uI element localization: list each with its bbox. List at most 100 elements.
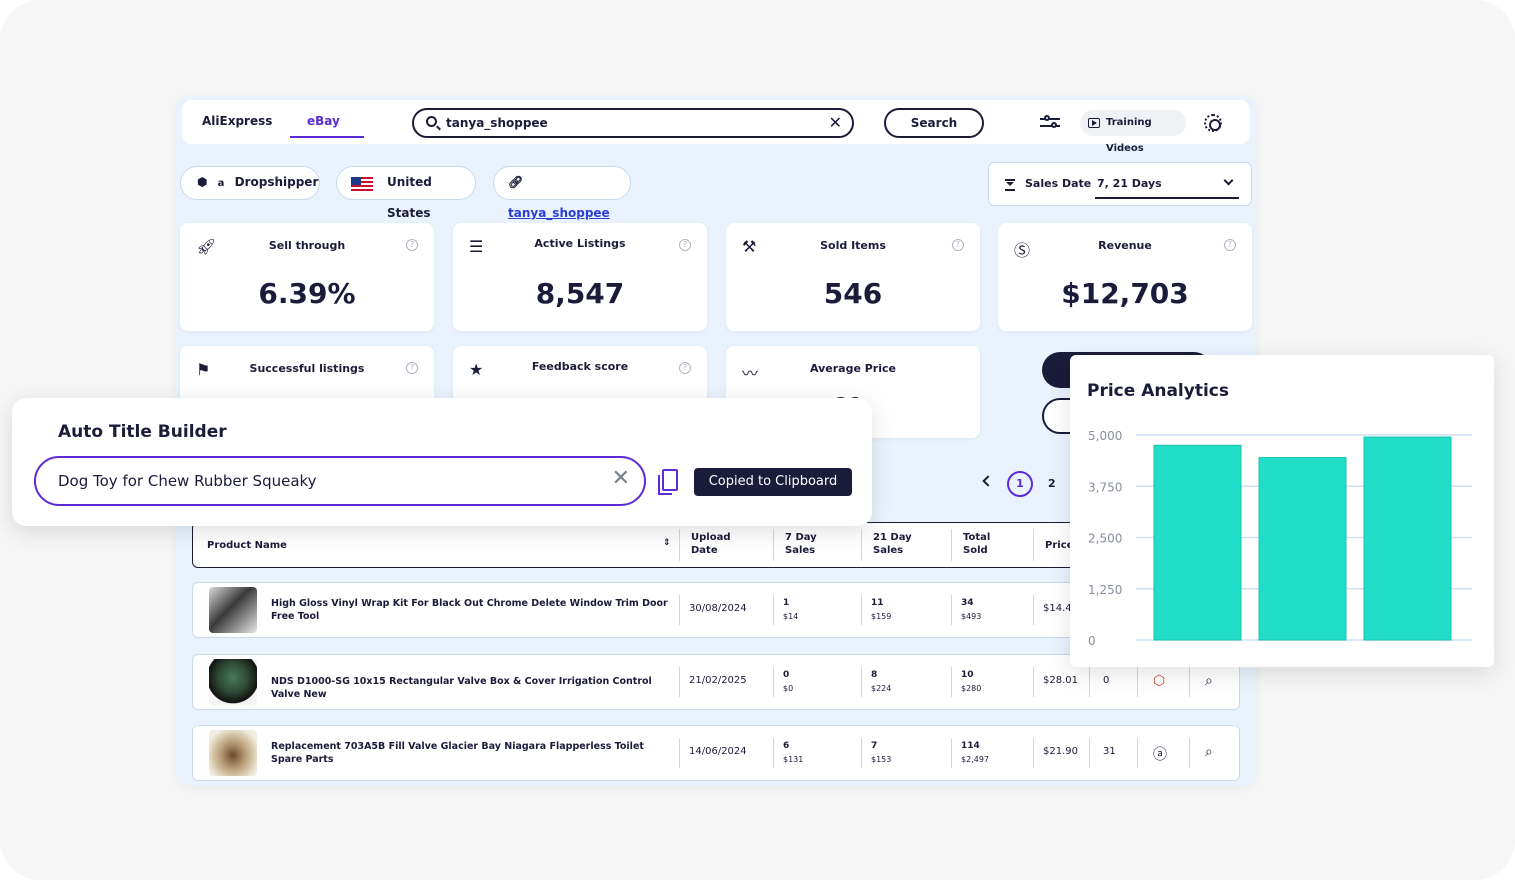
- sales-date-value: 7, 21 Days: [1097, 177, 1162, 190]
- stat-title: Revenue: [1098, 239, 1152, 252]
- sales-date-select[interactable]: Sales Date 7, 21 Days: [988, 162, 1252, 206]
- auto-title-value: Dog Toy for Chew Rubber Squeaky: [58, 472, 317, 490]
- header-7-day-sales[interactable]: 7 Day Sales: [785, 531, 817, 557]
- sales-7-day-revenue: $0: [783, 684, 794, 693]
- bar-1[interactable]: [1153, 444, 1242, 641]
- column-divider: [1033, 529, 1034, 561]
- total-sold: 34 $493: [961, 597, 981, 623]
- column-divider: [861, 738, 862, 768]
- help-icon[interactable]: ?: [952, 239, 964, 251]
- tab-aliexpress[interactable]: AliExpress: [202, 114, 273, 128]
- active-tab-indicator: [290, 136, 364, 138]
- header-line-1: 21 Day: [873, 532, 912, 543]
- amazon-box-icon[interactable]: ⓐ: [1153, 747, 1167, 763]
- help-icon[interactable]: ?: [679, 239, 691, 251]
- header-line-2: Sales: [873, 545, 904, 556]
- auto-title-builder-panel: Auto Title Builder Dog Toy for Chew Rubb…: [12, 398, 872, 526]
- filter-sliders-icon[interactable]: [1040, 115, 1060, 130]
- help-icon[interactable]: ?: [406, 362, 418, 374]
- help-icon[interactable]: ?: [406, 239, 418, 251]
- sales-21-day-revenue: $159: [871, 612, 892, 621]
- sort-icon[interactable]: ⇕: [663, 538, 671, 548]
- store-link-chip[interactable]: 🔗︎ tanya_shoppee: [493, 166, 631, 220]
- country-chip[interactable]: United States: [336, 166, 476, 220]
- help-icon[interactable]: ?: [1224, 239, 1236, 251]
- table-row[interactable]: NDS D1000-SG 10x15 Rectangular Valve Box…: [192, 654, 1240, 710]
- page-1-button[interactable]: 1: [1007, 471, 1033, 497]
- column-divider: [773, 595, 774, 625]
- sales-21-day-revenue: $224: [871, 684, 892, 693]
- chevron-left-icon[interactable]: [982, 475, 994, 487]
- sales-21-day: 11 $159: [871, 597, 891, 623]
- header-line-1: 7 Day: [785, 532, 817, 543]
- sales-21-day: 7 $153: [871, 740, 891, 766]
- sales-7-day: 1 $14: [783, 597, 798, 623]
- page-2-button[interactable]: 2: [1048, 477, 1056, 490]
- stat-title: Active Listings: [534, 237, 626, 250]
- product-thumbnail: [209, 587, 257, 633]
- training-videos-button[interactable]: Training Videos: [1080, 110, 1186, 154]
- store-link[interactable]: tanya_shoppee: [508, 206, 610, 220]
- header-product-name[interactable]: Product Name: [207, 540, 287, 551]
- column-divider: [679, 529, 680, 561]
- upload-date: 21/02/2025: [689, 675, 747, 686]
- clear-title-icon[interactable]: ✕: [611, 466, 630, 491]
- header-line-1: Total: [963, 532, 991, 543]
- top-bar: AliExpress eBay tanya_shoppee ✕ Search T…: [182, 100, 1250, 154]
- header-line-2: Sales: [785, 545, 816, 556]
- box-icon[interactable]: ⬡: [1153, 673, 1166, 689]
- price-analytics-title: Price Analytics: [1087, 381, 1229, 401]
- column-divider: [861, 667, 862, 697]
- sales-7-day-revenue: $14: [783, 612, 799, 621]
- sales-21-day-count: 7: [871, 741, 878, 751]
- total-sold-revenue: $280: [961, 684, 982, 693]
- auto-title-builder-title: Auto Title Builder: [58, 422, 227, 442]
- zoom-search-icon[interactable]: ⌕: [1205, 744, 1213, 760]
- header-upload-date[interactable]: Upload Date: [691, 531, 730, 557]
- row-count: 0: [1103, 675, 1110, 686]
- column-divider: [1089, 738, 1090, 768]
- country-label: United States: [387, 175, 432, 220]
- product-name[interactable]: High Gloss Vinyl Wrap Kit For Black Out …: [271, 598, 668, 622]
- column-divider: [679, 738, 680, 768]
- header-total-sold[interactable]: Total Sold: [963, 531, 990, 557]
- dropshipper-chip[interactable]: ⬢ a Dropshipper: [180, 166, 320, 200]
- flag-icon: ⚑: [196, 360, 211, 379]
- column-divider: [1137, 667, 1138, 697]
- table-row[interactable]: Replacement 703A5B Fill Valve Glacier Ba…: [192, 725, 1240, 781]
- bar-2[interactable]: [1258, 457, 1347, 641]
- total-sold: 10 $280: [961, 669, 981, 695]
- price-analytics-chart: 5,000 3,750 2,500 1,250 0: [1088, 429, 1472, 648]
- price: $14.49: [1043, 603, 1078, 614]
- bar-3[interactable]: [1363, 436, 1452, 641]
- product-thumbnail: [209, 659, 257, 705]
- auto-title-input[interactable]: Dog Toy for Chew Rubber Squeaky ✕: [34, 456, 646, 506]
- header-price[interactable]: Price: [1045, 540, 1074, 551]
- stat-value: 546: [823, 277, 883, 310]
- product-name[interactable]: Replacement 703A5B Fill Valve Glacier Ba…: [271, 741, 644, 765]
- search-value: tanya_shoppee: [446, 116, 548, 130]
- help-icon[interactable]: ?: [679, 362, 691, 374]
- zoom-search-icon[interactable]: ⌕: [1205, 673, 1213, 689]
- copy-icon[interactable]: [658, 469, 678, 495]
- header-21-day-sales[interactable]: 21 Day Sales: [873, 531, 912, 557]
- search-input[interactable]: tanya_shoppee ✕: [412, 108, 854, 138]
- link-icon: 🔗︎: [508, 175, 524, 189]
- stat-card-sell-through: 🚀︎ Sell through ? 6.39%: [180, 223, 434, 331]
- product-name[interactable]: NDS D1000-SG 10x15 Rectangular Valve Box…: [271, 676, 652, 700]
- column-divider: [1189, 738, 1190, 768]
- sales-7-day: 6 $131: [783, 740, 803, 766]
- stat-card-active-listings: ☰ Active Listings ? 8,547: [453, 223, 707, 331]
- sales-7-day-revenue: $131: [783, 755, 804, 764]
- sales-7-day-count: 1: [783, 598, 790, 608]
- search-button[interactable]: Search: [884, 108, 984, 138]
- tab-ebay[interactable]: eBay: [307, 114, 340, 128]
- header-line-2: Sold: [963, 545, 988, 556]
- table-row[interactable]: High Gloss Vinyl Wrap Kit For Black Out …: [192, 582, 1240, 638]
- gear-icon[interactable]: [1204, 114, 1222, 132]
- clear-search-icon[interactable]: ✕: [828, 113, 842, 132]
- dropshipper-label: Dropshipper: [234, 175, 319, 189]
- upload-date: 14/06/2024: [689, 746, 747, 757]
- hourglass-icon: [1005, 179, 1015, 191]
- column-divider: [1089, 667, 1090, 697]
